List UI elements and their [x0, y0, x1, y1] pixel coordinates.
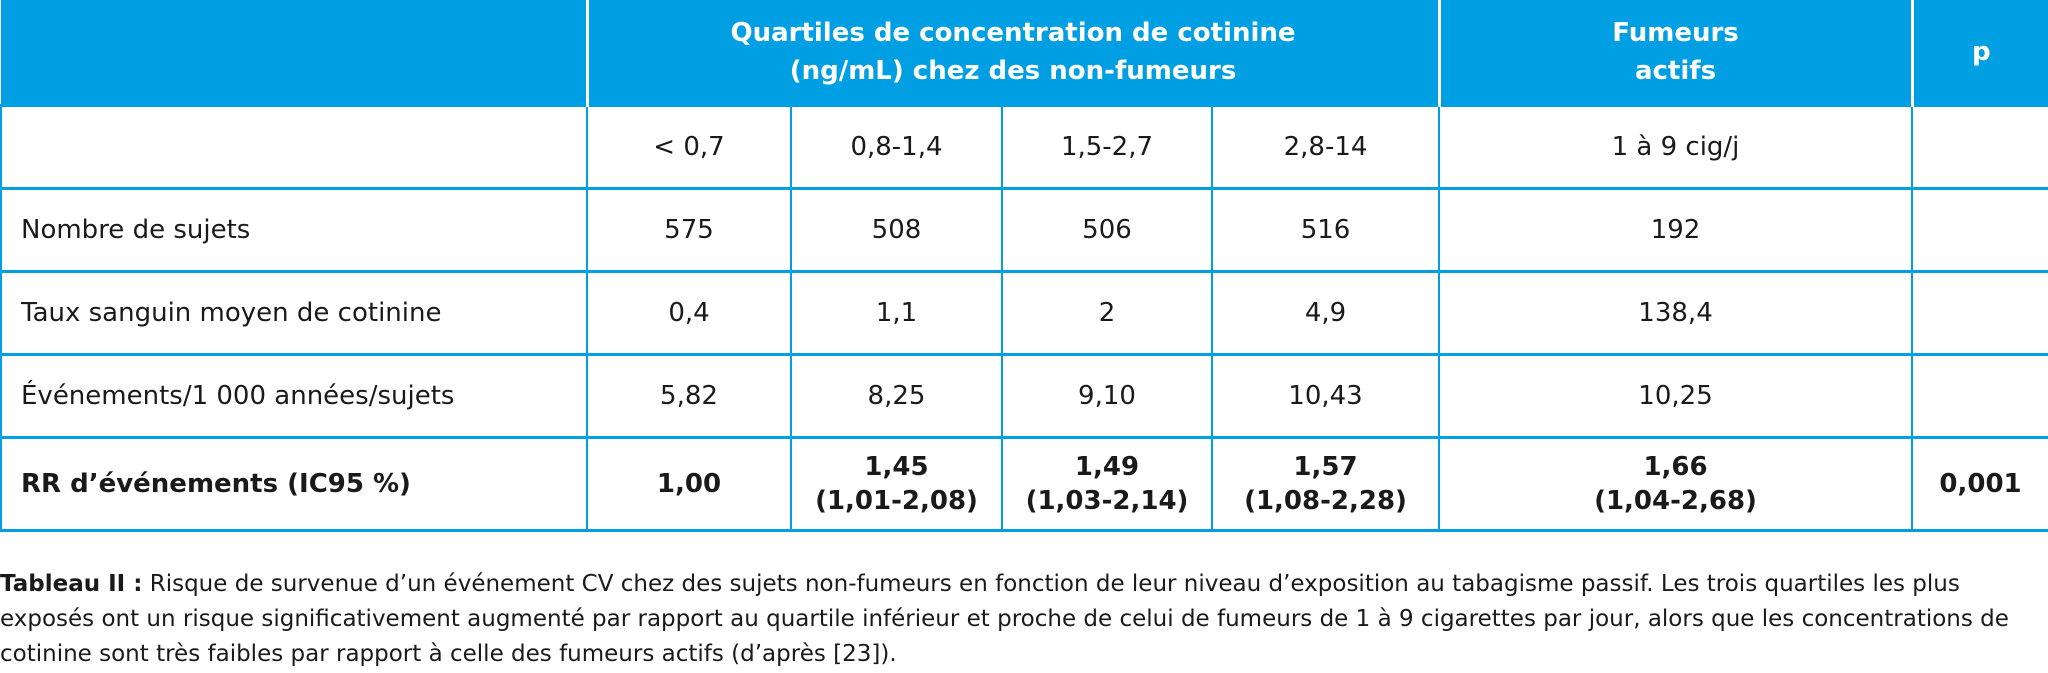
- rr-cell: 1,45 (1,01-2,08): [790, 436, 1003, 532]
- rr-ci: (1,01-2,08): [815, 486, 978, 516]
- subheader-cell: 2,8-14: [1210, 104, 1441, 190]
- table-cell: 8,25: [790, 353, 1003, 439]
- rr-value: 1,49: [1074, 452, 1140, 482]
- rr-ci: (1,04-2,68): [1594, 486, 1757, 516]
- subheader-cell: [0, 104, 588, 190]
- table-cell: 506: [1001, 187, 1213, 273]
- results-table: Quartiles de concentration de cotinine (…: [0, 0, 2048, 532]
- subheader-row: < 0,7 0,8-1,4 1,5-2,7 2,8-14 1 à 9 cig/j: [0, 104, 2048, 190]
- table-caption: Tableau II : Risque de survenue d’un évé…: [0, 567, 2044, 672]
- rr-cell: 0,001: [1911, 436, 2048, 532]
- subheader-cell: 1 à 9 cig/j: [1438, 104, 1914, 190]
- header-row: Quartiles de concentration de cotinine (…: [1, 0, 2048, 106]
- table-cell: 0,4: [586, 270, 792, 356]
- subheader-cell: 1,5-2,7: [1001, 104, 1213, 190]
- table-cell: 1,1: [790, 270, 1003, 356]
- subheader-cell: < 0,7: [586, 104, 792, 190]
- rr-row-label: RR d’événements (IC95 %): [0, 436, 588, 532]
- table-cell: 192: [1438, 187, 1914, 273]
- rr-ci: (1,08-2,28): [1244, 486, 1407, 516]
- table-cell: [1911, 353, 2048, 439]
- rr-ci: (1,03-2,14): [1025, 486, 1189, 516]
- table-cell: 10,43: [1210, 353, 1441, 439]
- subheader-cell: 0,8-1,4: [790, 104, 1003, 190]
- table-cell: [1911, 270, 2048, 356]
- table-cell: 5,82: [586, 353, 792, 439]
- table-row: Taux sanguin moyen de cotinine 0,4 1,1 2…: [0, 270, 2048, 356]
- rr-row: RR d’événements (IC95 %) 1,00 1,45 (1,01-…: [0, 436, 2048, 532]
- table-cell: 10,25: [1438, 353, 1914, 439]
- caption-label: Tableau II :: [0, 571, 143, 597]
- table-cell: 575: [586, 187, 792, 273]
- table-cell: [1911, 187, 2048, 273]
- subheader-cell: [1911, 104, 2048, 190]
- rr-cell: 1,66 (1,04-2,68): [1438, 436, 1914, 532]
- caption-text: Risque de survenue d’un événement CV che…: [0, 571, 2009, 667]
- row-label: Nombre de sujets: [0, 187, 588, 273]
- table-cell: 4,9: [1210, 270, 1441, 356]
- table-cell: 138,4: [1438, 270, 1914, 356]
- header-empty-cell: [1, 0, 587, 106]
- header-cotinine-quartiles: Quartiles de concentration de cotinine (…: [585, 0, 1440, 106]
- row-label: Taux sanguin moyen de cotinine: [0, 270, 588, 356]
- rr-value: 0,001: [1939, 469, 2022, 499]
- row-label: Événements/1 000 années/sujets: [0, 353, 588, 439]
- rr-cell: 1,57 (1,08-2,28): [1210, 436, 1441, 532]
- rr-value: 1,57: [1293, 452, 1358, 482]
- table-cell: 9,10: [1001, 353, 1213, 439]
- table-row: Nombre de sujets 575 508 506 516 192: [0, 187, 2048, 273]
- rr-value: 1,66: [1643, 452, 1708, 482]
- header-p-value: p: [1910, 0, 2048, 106]
- table-cell: 2: [1001, 270, 1213, 356]
- table-row: Événements/1 000 années/sujets 5,82 8,25…: [0, 353, 2048, 439]
- rr-value: 1,00: [656, 469, 722, 499]
- header-active-smokers: Fumeurs actifs: [1437, 0, 1913, 106]
- table-cell: 516: [1210, 187, 1441, 273]
- rr-cell: 1,49 (1,03-2,14): [1001, 436, 1213, 532]
- rr-value: 1,45: [864, 452, 929, 482]
- table-cell: 508: [790, 187, 1003, 273]
- rr-cell: 1,00: [586, 436, 792, 532]
